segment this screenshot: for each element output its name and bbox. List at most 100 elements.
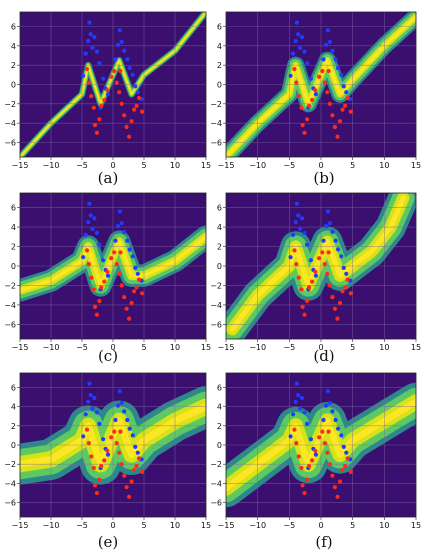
y-tick-label: 0	[217, 81, 222, 90]
x-tick-label: −5	[283, 161, 295, 170]
data-point-blue	[321, 57, 326, 62]
data-point-blue	[293, 399, 298, 404]
data-point-blue	[113, 238, 118, 243]
data-point-blue	[296, 393, 301, 398]
y-tick-label: −4	[210, 301, 222, 310]
data-point-red	[294, 262, 299, 267]
x-tick-label: −5	[76, 161, 88, 170]
data-point-blue	[101, 437, 106, 442]
data-point-red	[345, 277, 350, 282]
data-point-red	[84, 66, 90, 72]
y-tick-label: 4	[11, 403, 16, 412]
y-tick-label: 0	[11, 441, 16, 450]
data-point-red	[302, 130, 307, 135]
data-point-red	[306, 103, 312, 108]
x-tick-label: 10	[170, 343, 180, 352]
decision-band-core	[226, 398, 416, 492]
y-tick-label: 0	[217, 262, 222, 271]
data-point-red	[117, 450, 122, 455]
data-point-red	[109, 435, 114, 440]
data-point-blue	[133, 444, 138, 449]
data-point-red	[89, 454, 94, 459]
data-point-red	[292, 248, 297, 253]
y-tick-label: 6	[217, 23, 222, 32]
data-point-red	[335, 316, 340, 321]
y-tick-label: 6	[217, 204, 222, 213]
data-point-red	[119, 462, 124, 467]
data-point-blue	[83, 232, 88, 237]
y-tick-label: 2	[217, 243, 222, 252]
plot-area	[226, 193, 416, 339]
x-tick-label: 0	[318, 521, 323, 530]
data-point-blue	[330, 409, 335, 414]
data-point-blue	[291, 412, 296, 417]
data-point-red	[94, 312, 99, 317]
data-point-red	[330, 295, 335, 300]
data-point-red	[112, 429, 117, 434]
data-point-red	[305, 298, 310, 304]
data-point-blue	[130, 433, 135, 438]
panel-caption: (a)	[98, 169, 119, 187]
data-point-red	[140, 109, 145, 114]
x-tick-label: 15	[411, 161, 421, 170]
y-tick-label: −4	[4, 301, 16, 310]
panel-caption: (f)	[315, 533, 332, 551]
data-point-blue	[302, 49, 307, 54]
y-tick-label: 6	[11, 23, 16, 32]
data-point-red	[343, 464, 348, 469]
data-point-red	[317, 435, 322, 440]
data-point-blue	[299, 35, 305, 40]
data-point-red	[313, 448, 318, 453]
y-tick-label: −2	[210, 100, 222, 109]
data-point-red	[119, 101, 124, 106]
x-tick-label: 0	[110, 343, 115, 352]
data-point-red	[119, 283, 124, 288]
x-tick-label: 5	[350, 521, 355, 530]
x-tick-label: −10	[249, 521, 266, 530]
data-point-red	[136, 277, 142, 282]
panel-caption: (d)	[313, 347, 334, 365]
data-point-red	[320, 429, 325, 434]
data-point-red	[300, 483, 305, 488]
data-point-red	[136, 95, 142, 101]
data-point-red	[306, 464, 312, 469]
data-point-red	[300, 304, 305, 309]
data-point-blue	[127, 247, 132, 252]
data-point-blue	[293, 220, 298, 225]
data-point-red	[310, 279, 315, 284]
chart-panel: −15 −10 −5 0 5 10 15 −6 −4 −2 0 2 4 6 (c)	[4, 192, 211, 365]
data-point-blue	[321, 238, 326, 243]
data-point-blue	[97, 61, 102, 66]
data-point-blue	[127, 426, 132, 431]
data-point-blue	[333, 417, 338, 423]
data-point-blue	[90, 406, 95, 411]
data-point-red	[327, 101, 332, 106]
y-tick-label: −4	[4, 119, 16, 128]
data-point-red	[326, 68, 331, 74]
data-point-red	[112, 68, 117, 74]
data-point-red	[134, 103, 139, 108]
data-point-red	[136, 456, 142, 461]
data-point-blue	[119, 221, 124, 226]
data-point-blue	[325, 209, 331, 214]
data-point-red	[332, 124, 337, 130]
x-tick-label: −10	[43, 343, 60, 352]
data-point-blue	[113, 417, 118, 423]
y-tick-label: 0	[217, 441, 222, 450]
data-point-red	[117, 90, 122, 95]
data-point-blue	[125, 57, 130, 62]
data-point-red	[327, 283, 332, 288]
data-point-blue	[325, 28, 331, 33]
data-point-blue	[327, 221, 332, 226]
data-point-blue	[305, 242, 310, 247]
data-point-blue	[90, 226, 95, 232]
data-point-red	[340, 107, 345, 112]
data-point-blue	[127, 66, 132, 71]
data-point-blue	[299, 216, 305, 221]
x-tick-label: −10	[43, 161, 60, 170]
data-point-blue	[305, 61, 310, 66]
data-point-red	[99, 464, 104, 469]
x-tick-label: −5	[283, 343, 295, 352]
data-point-red	[302, 312, 307, 317]
